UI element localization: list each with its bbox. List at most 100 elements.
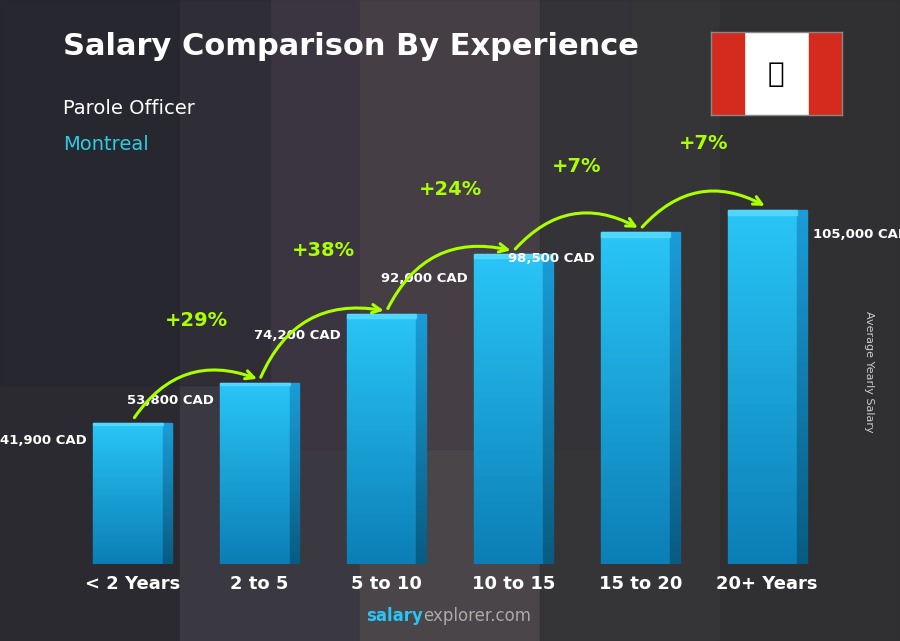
Bar bbox=[601, 348, 670, 354]
Bar bbox=[711, 32, 743, 115]
Bar bbox=[474, 321, 544, 326]
Bar bbox=[94, 503, 163, 505]
Bar bbox=[417, 551, 426, 556]
Bar bbox=[347, 526, 417, 531]
Bar bbox=[601, 547, 670, 553]
Bar bbox=[670, 365, 680, 370]
Bar bbox=[220, 419, 290, 422]
Bar bbox=[601, 497, 670, 503]
Bar bbox=[601, 431, 670, 437]
Bar bbox=[94, 439, 163, 442]
Bar bbox=[670, 260, 680, 265]
Bar bbox=[601, 331, 670, 337]
Bar bbox=[417, 322, 426, 326]
Bar bbox=[417, 331, 426, 335]
Bar bbox=[544, 347, 553, 352]
Bar bbox=[220, 534, 290, 537]
Bar bbox=[417, 326, 426, 331]
Bar bbox=[220, 404, 290, 407]
Bar bbox=[220, 446, 290, 449]
Bar bbox=[94, 423, 163, 425]
Bar bbox=[797, 494, 806, 499]
Bar bbox=[797, 228, 806, 233]
Bar bbox=[94, 430, 163, 432]
Bar bbox=[417, 351, 426, 356]
Bar bbox=[670, 459, 680, 465]
Bar bbox=[94, 553, 163, 554]
Bar bbox=[474, 497, 544, 502]
Bar bbox=[474, 419, 544, 424]
Bar bbox=[417, 543, 426, 547]
Bar bbox=[220, 558, 290, 561]
Bar bbox=[474, 254, 544, 258]
Bar bbox=[601, 254, 670, 260]
Bar bbox=[728, 275, 797, 281]
Bar bbox=[94, 470, 163, 472]
Bar bbox=[797, 463, 806, 470]
Bar bbox=[670, 420, 680, 426]
Bar bbox=[347, 431, 417, 435]
Bar bbox=[220, 495, 290, 497]
Bar bbox=[347, 335, 417, 339]
Bar bbox=[797, 422, 806, 428]
Bar bbox=[220, 510, 290, 513]
Bar bbox=[220, 555, 290, 558]
Bar bbox=[220, 401, 290, 404]
Bar bbox=[290, 555, 299, 558]
Bar bbox=[347, 547, 417, 551]
Bar bbox=[347, 472, 417, 476]
Bar bbox=[544, 440, 553, 445]
Bar bbox=[670, 442, 680, 448]
Bar bbox=[94, 510, 163, 512]
Bar bbox=[544, 290, 553, 296]
Bar bbox=[220, 485, 290, 488]
Bar bbox=[417, 468, 426, 472]
Bar bbox=[544, 429, 553, 435]
Bar bbox=[220, 428, 290, 431]
Bar bbox=[347, 393, 417, 397]
Bar bbox=[670, 293, 680, 298]
Bar bbox=[290, 546, 299, 549]
Bar bbox=[474, 399, 544, 404]
Bar bbox=[544, 533, 553, 538]
Bar bbox=[220, 398, 290, 401]
Bar bbox=[544, 507, 553, 512]
Bar bbox=[474, 414, 544, 419]
Bar bbox=[601, 265, 670, 271]
Bar bbox=[220, 462, 290, 464]
Bar bbox=[601, 526, 670, 531]
Bar bbox=[544, 285, 553, 290]
Bar bbox=[601, 310, 670, 315]
Bar bbox=[163, 463, 172, 465]
Bar bbox=[290, 419, 299, 422]
Bar bbox=[474, 461, 544, 466]
Bar bbox=[601, 448, 670, 453]
Bar bbox=[347, 476, 417, 481]
Text: Parole Officer: Parole Officer bbox=[63, 99, 195, 119]
Bar bbox=[417, 410, 426, 414]
Bar bbox=[797, 246, 806, 251]
Bar bbox=[417, 376, 426, 381]
Bar bbox=[728, 470, 797, 476]
Bar bbox=[601, 537, 670, 542]
Bar bbox=[544, 517, 553, 522]
Bar bbox=[728, 481, 797, 487]
Bar bbox=[544, 559, 553, 564]
Bar bbox=[601, 420, 670, 426]
Bar bbox=[544, 538, 553, 544]
Bar bbox=[544, 404, 553, 409]
Bar bbox=[347, 539, 417, 543]
Bar bbox=[474, 367, 544, 373]
Bar bbox=[670, 431, 680, 437]
Bar bbox=[417, 456, 426, 460]
Bar bbox=[728, 228, 797, 233]
Bar bbox=[220, 386, 290, 388]
Bar bbox=[290, 506, 299, 510]
Bar bbox=[797, 345, 806, 352]
Bar bbox=[163, 524, 172, 526]
Bar bbox=[94, 491, 163, 494]
Bar bbox=[163, 498, 172, 501]
Bar bbox=[544, 269, 553, 274]
Bar bbox=[474, 337, 544, 342]
Bar bbox=[163, 543, 172, 545]
